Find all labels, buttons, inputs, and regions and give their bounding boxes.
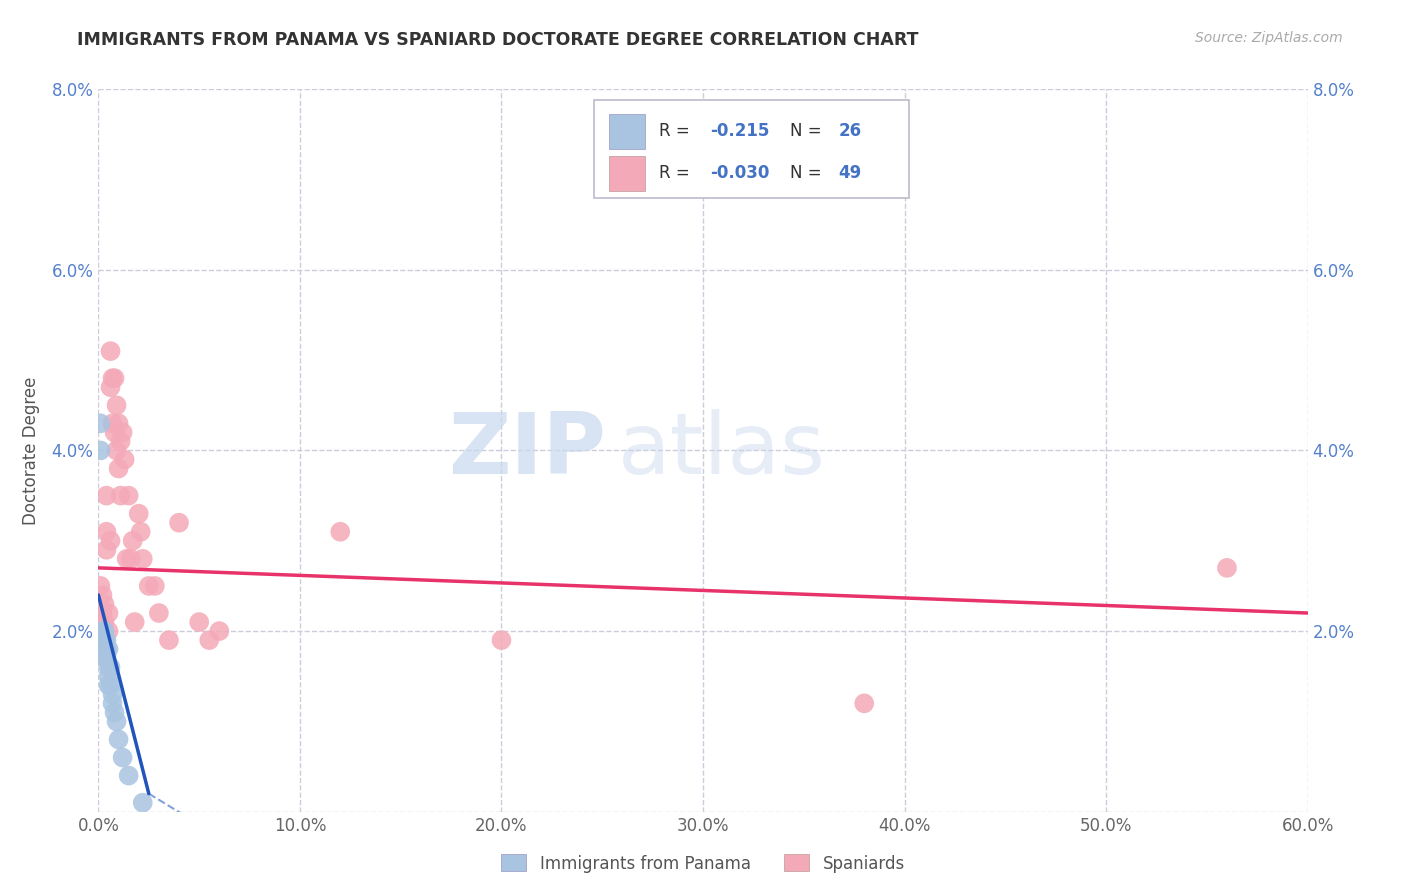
Point: [91, 606, 114, 620]
Point: [100, 533, 122, 548]
Point: [1216, 561, 1239, 575]
Point: [115, 551, 138, 566]
Point: [103, 425, 125, 440]
Point: [97, 660, 120, 674]
Point: [118, 769, 141, 783]
Y-axis label: Doctorate Degree: Doctorate Degree: [22, 376, 41, 524]
Bar: [609, 156, 645, 191]
Point: [91, 624, 114, 639]
Point: [93, 597, 115, 611]
Point: [96, 489, 118, 503]
Point: [148, 606, 170, 620]
Point: [89, 579, 111, 593]
Point: [93, 651, 115, 665]
Point: [110, 434, 132, 449]
Point: [93, 642, 115, 657]
Point: [143, 579, 166, 593]
Point: [120, 551, 142, 566]
Point: [111, 425, 134, 440]
Point: [105, 714, 128, 729]
Point: [89, 606, 111, 620]
Point: [100, 660, 122, 674]
Point: [188, 615, 211, 629]
Point: [96, 633, 118, 648]
Point: [91, 624, 114, 639]
Point: [97, 669, 120, 683]
Point: [100, 678, 122, 692]
Point: [101, 696, 124, 710]
Point: [91, 633, 114, 648]
Point: [91, 588, 114, 602]
Point: [96, 524, 118, 539]
Text: Source: ZipAtlas.com: Source: ZipAtlas.com: [1195, 31, 1343, 45]
Point: [853, 696, 876, 710]
Text: 26: 26: [838, 122, 862, 140]
Point: [107, 732, 129, 747]
Point: [89, 417, 111, 431]
Point: [167, 516, 190, 530]
Point: [89, 443, 111, 458]
Point: [100, 344, 122, 359]
Text: R =: R =: [659, 164, 696, 182]
Point: [198, 633, 221, 648]
Bar: [609, 114, 645, 149]
Point: [121, 533, 143, 548]
Text: ZIP: ZIP: [449, 409, 606, 492]
Point: [97, 606, 120, 620]
Point: [107, 461, 129, 475]
Point: [107, 417, 129, 431]
Text: N =: N =: [790, 164, 827, 182]
Point: [97, 678, 120, 692]
Text: IMMIGRANTS FROM PANAMA VS SPANIARD DOCTORATE DEGREE CORRELATION CHART: IMMIGRANTS FROM PANAMA VS SPANIARD DOCTO…: [77, 31, 920, 49]
Text: N =: N =: [790, 122, 827, 140]
Point: [105, 443, 128, 458]
Text: atlas: atlas: [619, 409, 827, 492]
Point: [93, 624, 115, 639]
Point: [89, 624, 111, 639]
Point: [132, 796, 155, 810]
Point: [128, 507, 150, 521]
Point: [157, 633, 180, 648]
Point: [132, 551, 155, 566]
Point: [129, 524, 152, 539]
Point: [118, 489, 141, 503]
Point: [105, 398, 128, 412]
Point: [101, 687, 124, 701]
Point: [491, 633, 513, 648]
Text: -0.030: -0.030: [710, 164, 769, 182]
Point: [96, 642, 118, 657]
Point: [97, 624, 120, 639]
Point: [111, 750, 134, 764]
Text: R =: R =: [659, 122, 696, 140]
Point: [93, 633, 115, 648]
Point: [124, 615, 146, 629]
FancyBboxPatch shape: [595, 100, 908, 198]
Point: [138, 579, 160, 593]
Text: -0.215: -0.215: [710, 122, 769, 140]
Point: [103, 706, 125, 720]
Point: [91, 642, 114, 657]
Point: [93, 615, 115, 629]
Point: [93, 633, 115, 648]
Point: [110, 489, 132, 503]
Point: [103, 371, 125, 385]
Point: [97, 642, 120, 657]
Point: [101, 371, 124, 385]
Legend: Immigrants from Panama, Spaniards: Immigrants from Panama, Spaniards: [495, 847, 911, 880]
Point: [114, 452, 136, 467]
Text: 49: 49: [838, 164, 862, 182]
Point: [208, 624, 231, 639]
Point: [101, 417, 124, 431]
Point: [96, 542, 118, 557]
Point: [96, 651, 118, 665]
Point: [329, 524, 352, 539]
Point: [100, 380, 122, 394]
